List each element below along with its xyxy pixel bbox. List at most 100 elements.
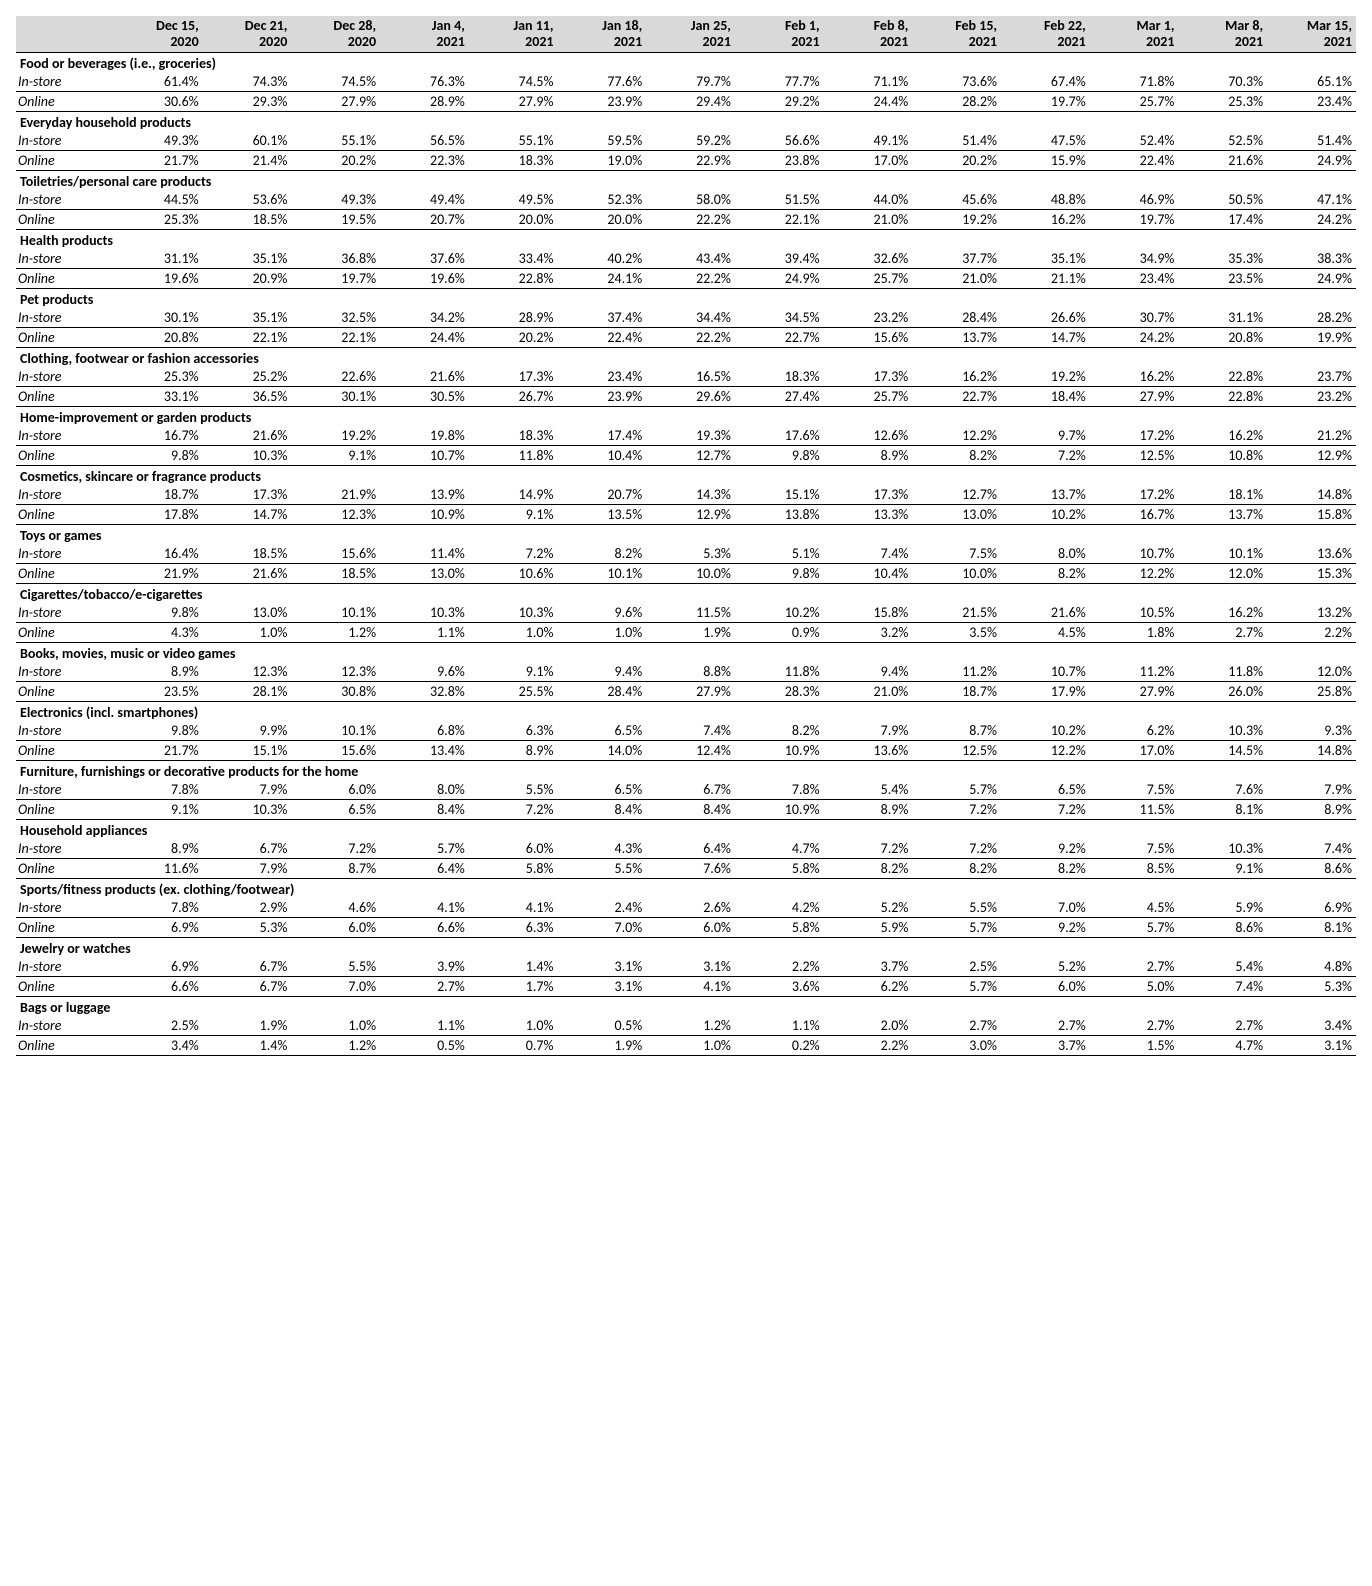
data-cell: 19.2%	[912, 210, 1001, 230]
data-cell: 20.7%	[558, 485, 647, 505]
data-cell: 7.4%	[1178, 977, 1267, 997]
data-cell: 4.1%	[646, 977, 735, 997]
data-cell: 9.1%	[291, 446, 380, 466]
data-cell: 1.1%	[735, 1016, 824, 1036]
data-cell: 40.2%	[558, 249, 647, 269]
data-cell: 10.1%	[291, 721, 380, 741]
table-row: In-store16.4%18.5%15.6%11.4%7.2%8.2%5.3%…	[16, 544, 1356, 564]
data-cell: 10.9%	[380, 505, 469, 525]
data-cell: 74.5%	[469, 72, 558, 92]
data-cell: 11.2%	[1090, 662, 1179, 682]
data-cell: 6.3%	[469, 721, 558, 741]
data-cell: 8.2%	[558, 544, 647, 564]
data-cell: 2.2%	[735, 957, 824, 977]
data-cell: 19.7%	[1001, 92, 1090, 112]
data-cell: 28.4%	[912, 308, 1001, 328]
data-cell: 14.9%	[469, 485, 558, 505]
data-cell: 1.7%	[469, 977, 558, 997]
data-cell: 16.2%	[912, 367, 1001, 387]
row-label-instore: In-store	[16, 190, 114, 210]
data-cell: 1.9%	[646, 623, 735, 643]
data-cell: 17.0%	[1090, 741, 1179, 761]
table-row: Online25.3%18.5%19.5%20.7%20.0%20.0%22.2…	[16, 210, 1356, 230]
data-cell: 25.3%	[114, 210, 203, 230]
data-cell: 8.9%	[114, 839, 203, 859]
data-cell: 12.9%	[646, 505, 735, 525]
data-cell: 4.8%	[1267, 957, 1356, 977]
category-name: Clothing, footwear or fashion accessorie…	[16, 348, 1356, 368]
data-cell: 7.5%	[912, 544, 1001, 564]
data-cell: 18.1%	[1178, 485, 1267, 505]
table-row: Online17.8%14.7%12.3%10.9%9.1%13.5%12.9%…	[16, 505, 1356, 525]
data-cell: 8.2%	[824, 859, 913, 879]
data-cell: 24.4%	[380, 328, 469, 348]
data-cell: 5.8%	[735, 859, 824, 879]
row-label-online: Online	[16, 800, 114, 820]
data-cell: 49.3%	[291, 190, 380, 210]
data-cell: 3.9%	[380, 957, 469, 977]
data-cell: 16.2%	[1001, 210, 1090, 230]
table-row: In-store6.9%6.7%5.5%3.9%1.4%3.1%3.1%2.2%…	[16, 957, 1356, 977]
data-cell: 4.2%	[735, 898, 824, 918]
data-cell: 11.5%	[1090, 800, 1179, 820]
data-cell: 5.9%	[824, 918, 913, 938]
category-row: Sports/fitness products (ex. clothing/fo…	[16, 879, 1356, 899]
data-cell: 18.3%	[469, 151, 558, 171]
data-cell: 8.7%	[291, 859, 380, 879]
data-cell: 22.8%	[1178, 387, 1267, 407]
data-cell: 14.7%	[1001, 328, 1090, 348]
data-cell: 1.2%	[646, 1016, 735, 1036]
data-cell: 16.2%	[1178, 426, 1267, 446]
column-header: Dec 21,2020	[203, 16, 292, 53]
data-cell: 30.1%	[114, 308, 203, 328]
data-cell: 17.3%	[203, 485, 292, 505]
data-cell: 49.1%	[824, 131, 913, 151]
data-cell: 22.4%	[1090, 151, 1179, 171]
data-cell: 26.0%	[1178, 682, 1267, 702]
row-label-instore: In-store	[16, 308, 114, 328]
data-cell: 1.0%	[291, 1016, 380, 1036]
data-cell: 1.1%	[380, 623, 469, 643]
data-cell: 21.0%	[912, 269, 1001, 289]
data-cell: 1.4%	[469, 957, 558, 977]
data-cell: 12.9%	[1267, 446, 1356, 466]
data-cell: 20.8%	[1178, 328, 1267, 348]
data-cell: 25.7%	[1090, 92, 1179, 112]
data-cell: 11.6%	[114, 859, 203, 879]
data-cell: 45.6%	[912, 190, 1001, 210]
data-cell: 37.7%	[912, 249, 1001, 269]
data-cell: 0.9%	[735, 623, 824, 643]
data-cell: 2.7%	[912, 1016, 1001, 1036]
data-cell: 9.6%	[558, 603, 647, 623]
data-cell: 8.9%	[1267, 800, 1356, 820]
data-cell: 70.3%	[1178, 72, 1267, 92]
table-row: In-store61.4%74.3%74.5%76.3%74.5%77.6%79…	[16, 72, 1356, 92]
data-cell: 2.7%	[1001, 1016, 1090, 1036]
data-cell: 1.8%	[1090, 623, 1179, 643]
data-cell: 7.4%	[1267, 839, 1356, 859]
row-label-instore: In-store	[16, 426, 114, 446]
table-row: In-store30.1%35.1%32.5%34.2%28.9%37.4%34…	[16, 308, 1356, 328]
data-cell: 6.5%	[1001, 780, 1090, 800]
column-header-year: 2021	[650, 34, 731, 50]
data-cell: 7.9%	[824, 721, 913, 741]
data-cell: 46.9%	[1090, 190, 1179, 210]
data-cell: 33.4%	[469, 249, 558, 269]
data-cell: 23.8%	[735, 151, 824, 171]
data-cell: 25.3%	[114, 367, 203, 387]
data-cell: 21.9%	[291, 485, 380, 505]
data-cell: 9.8%	[114, 603, 203, 623]
data-cell: 10.7%	[380, 446, 469, 466]
data-cell: 20.2%	[912, 151, 1001, 171]
data-cell: 7.5%	[1090, 839, 1179, 859]
data-cell: 52.5%	[1178, 131, 1267, 151]
data-cell: 1.9%	[203, 1016, 292, 1036]
data-cell: 18.4%	[1001, 387, 1090, 407]
data-cell: 37.4%	[558, 308, 647, 328]
data-cell: 9.1%	[114, 800, 203, 820]
data-cell: 32.5%	[291, 308, 380, 328]
table-row: Online9.8%10.3%9.1%10.7%11.8%10.4%12.7%9…	[16, 446, 1356, 466]
column-header: Jan 11,2021	[469, 16, 558, 53]
data-cell: 8.0%	[380, 780, 469, 800]
data-cell: 17.9%	[1001, 682, 1090, 702]
